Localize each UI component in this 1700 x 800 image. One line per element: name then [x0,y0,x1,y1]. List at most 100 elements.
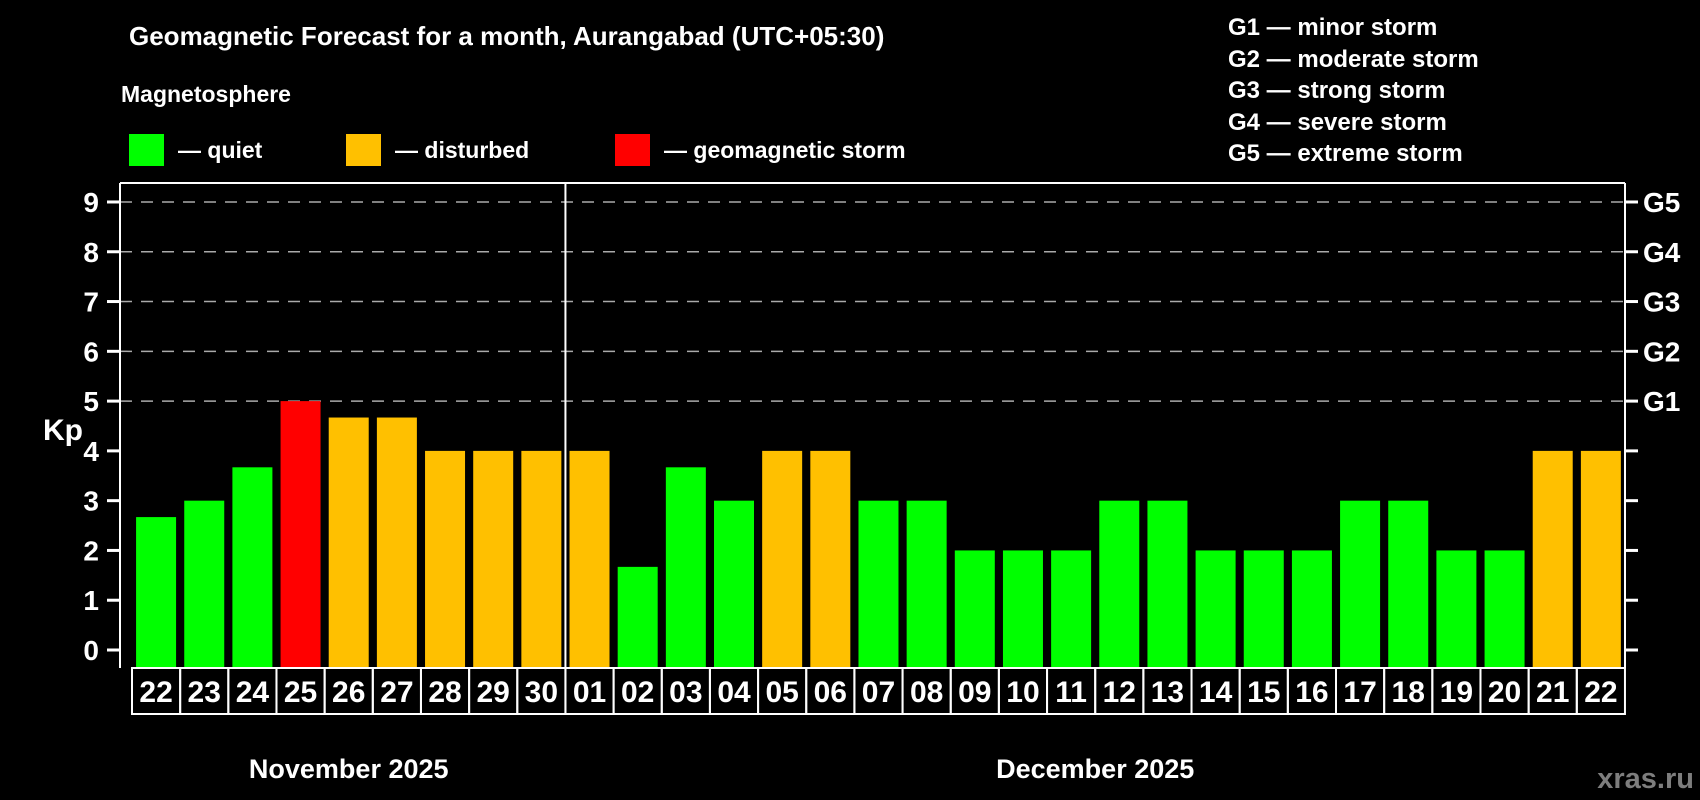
bar [1051,550,1092,668]
date-label: 07 [862,676,895,709]
bar [1436,550,1477,668]
date-label: 24 [236,676,270,709]
bar [1340,500,1381,668]
y-tick-label: 4 [83,436,99,467]
bar [1002,550,1043,668]
bar [714,500,754,668]
chart-title: Geomagnetic Forecast for a month, Aurang… [129,21,885,51]
y-tick-label: 0 [83,635,99,666]
bar [1195,550,1236,668]
bar [617,566,658,668]
bar [569,450,610,668]
date-label: 17 [1343,676,1376,709]
g-level-label: G3 [1643,287,1680,318]
storm-scale-line: G1 — minor storm [1228,14,1438,41]
date-label: 27 [380,676,413,709]
storm-swatch [615,134,650,166]
g-level-label: G1 [1643,386,1680,417]
date-label: 13 [1151,676,1184,709]
disturbed-swatch [346,134,381,166]
bar [810,450,851,668]
legend-item-storm: — geomagnetic storm [615,133,906,167]
y-tick-label: 9 [83,187,99,218]
bar [280,401,321,668]
legend-item-disturbed: — disturbed [346,133,529,167]
date-label: 22 [139,676,172,709]
kp-axis-label: Kp [43,414,83,447]
date-label: 01 [573,676,606,709]
date-label: 29 [477,676,510,709]
date-label: 14 [1199,676,1233,709]
date-label: 05 [765,676,798,709]
legend-label: — quiet [178,137,263,163]
y-tick-label: 2 [83,535,99,566]
bar [232,467,273,668]
y-tick-label: 5 [83,386,99,417]
bar [1532,450,1573,668]
bar [762,450,803,668]
y-tick-label: 8 [83,237,99,268]
date-label: 26 [332,676,365,709]
bar [1291,550,1332,668]
bar [136,517,177,668]
date-label: 25 [284,676,317,709]
bar [184,500,225,668]
date-label: 12 [1103,676,1136,709]
date-label: 15 [1247,676,1280,709]
date-label: 22 [1584,676,1617,709]
bar [1484,550,1525,668]
legend-label: — geomagnetic storm [664,137,906,163]
storm-scale-line: G3 — strong storm [1228,77,1446,104]
bar [858,500,899,668]
date-label: 06 [814,676,847,709]
legend-label: — disturbed [395,137,530,163]
storm-scale-line: G2 — moderate storm [1228,45,1479,73]
date-label: 11 [1055,676,1087,709]
g-level-label: G5 [1643,187,1680,218]
y-tick-label: 3 [83,486,99,517]
date-label: 09 [958,676,991,709]
storm-scale: G1 — minor storm G2 — moderate storm G3 — … [1228,12,1479,170]
bar [328,417,369,668]
date-label: 28 [428,676,461,709]
watermark: xras.ru [1597,763,1694,795]
bar [665,467,706,668]
bar [1147,500,1188,668]
bar [1243,550,1284,668]
date-label: 10 [1006,676,1039,709]
date-label: 30 [525,676,558,709]
chart-subtitle: Magnetosphere [121,81,291,107]
y-tick-label: 1 [83,585,99,616]
date-label: 19 [1440,676,1473,709]
date-label: 08 [910,676,943,709]
date-label: 04 [717,676,751,709]
date-label: 02 [621,676,654,709]
legend-item-quiet: — quiet [129,133,262,167]
storm-scale-line: G5 — extreme storm [1228,140,1463,167]
bar [376,417,417,668]
magnetosphere-legend: — quiet — disturbed — geomagnetic storm [0,133,1100,167]
storm-scale-line: G4 — severe storm [1228,108,1447,136]
bar [521,450,562,668]
month-label: November 2025 [249,754,449,784]
date-label: 23 [188,676,221,709]
g-level-label: G4 [1643,237,1681,268]
y-tick-label: 7 [83,287,99,318]
date-label: 21 [1536,676,1569,709]
bar [954,550,995,668]
bar [1388,500,1429,668]
date-label: 18 [1392,676,1425,709]
bar [425,450,466,668]
date-label: 20 [1488,676,1521,709]
bar [906,500,947,668]
g-level-label: G2 [1643,336,1680,367]
y-tick-label: 6 [83,336,99,367]
bar [1099,500,1140,668]
quiet-swatch [129,134,164,166]
month-label: December 2025 [996,754,1194,784]
date-label: 03 [669,676,702,709]
bar [473,450,514,668]
date-cell [1575,667,1626,715]
